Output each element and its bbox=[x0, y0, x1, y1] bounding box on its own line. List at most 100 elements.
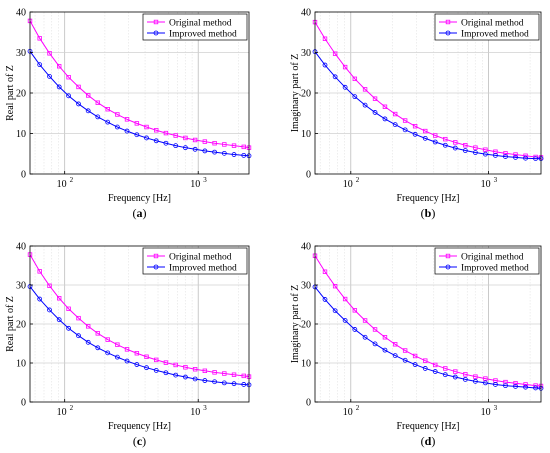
data-point-original bbox=[423, 128, 428, 134]
x-axis-label: Frequency [Hz] bbox=[396, 193, 459, 204]
data-point-improved bbox=[412, 131, 418, 137]
data-point-improved bbox=[153, 368, 159, 373]
data-point-original bbox=[332, 51, 338, 56]
data-point-improved bbox=[483, 380, 488, 386]
data-point-improved bbox=[342, 318, 348, 323]
data-point-improved bbox=[124, 128, 130, 134]
data-point-improved bbox=[85, 108, 91, 114]
data-point-improved bbox=[533, 156, 539, 162]
series-line-improved bbox=[29, 50, 250, 157]
x-axis-label: Frequency [Hz] bbox=[108, 193, 171, 204]
series-line-original bbox=[314, 255, 542, 387]
data-point-original bbox=[423, 358, 428, 363]
data-point-original bbox=[503, 151, 508, 156]
legend-swatch-marker bbox=[445, 19, 451, 25]
y-tick-label: 30 bbox=[301, 48, 311, 59]
y-tick-label: 10 bbox=[301, 129, 311, 140]
data-point-improved bbox=[342, 84, 348, 90]
data-point-original bbox=[352, 76, 358, 82]
data-point-original bbox=[483, 147, 488, 152]
data-point-original bbox=[115, 112, 120, 117]
data-point-original bbox=[392, 342, 398, 347]
legend-box bbox=[142, 247, 248, 275]
data-point-original bbox=[76, 315, 81, 321]
data-point-improved bbox=[37, 62, 43, 68]
data-point-improved bbox=[202, 148, 208, 154]
data-point-improved bbox=[523, 384, 528, 390]
data-point-improved bbox=[105, 350, 111, 356]
data-point-improved bbox=[153, 138, 159, 144]
data-point-improved bbox=[432, 369, 438, 374]
data-point-improved bbox=[124, 358, 130, 364]
data-point-improved bbox=[85, 339, 91, 345]
data-point-original bbox=[362, 318, 368, 323]
data-point-original bbox=[85, 93, 91, 98]
data-point-original bbox=[105, 337, 110, 342]
data-point-original bbox=[134, 121, 140, 126]
data-point-improved bbox=[402, 357, 408, 363]
x-axis-label: Frequency [Hz] bbox=[396, 421, 459, 432]
data-point-improved bbox=[105, 119, 111, 125]
data-point-improved bbox=[392, 122, 398, 127]
y-axis-label: Imaginary part of Z bbox=[290, 54, 301, 133]
x-tick-exponent: 2 bbox=[70, 404, 74, 412]
x-tick-label: 10 bbox=[57, 407, 67, 418]
x-tick-label: 10 bbox=[57, 179, 67, 190]
data-point-improved bbox=[114, 124, 120, 130]
data-point-improved bbox=[503, 154, 508, 159]
data-point-original bbox=[513, 381, 518, 386]
data-point-improved bbox=[241, 152, 247, 158]
data-point-improved bbox=[183, 374, 188, 380]
data-point-improved bbox=[202, 378, 208, 383]
x-tick-label: 10 bbox=[343, 407, 353, 418]
data-point-original bbox=[202, 368, 208, 373]
y-tick-label: 40 bbox=[16, 242, 26, 253]
data-point-improved bbox=[422, 135, 428, 141]
data-point-improved bbox=[231, 152, 237, 157]
data-point-original bbox=[202, 139, 208, 144]
data-point-improved bbox=[332, 308, 338, 314]
data-point-original bbox=[173, 362, 178, 368]
data-point-original bbox=[412, 353, 418, 359]
data-point-original bbox=[115, 342, 120, 347]
data-point-original bbox=[473, 374, 478, 379]
data-point-original bbox=[433, 133, 438, 138]
legend-swatch-marker bbox=[445, 253, 451, 259]
legend-swatch-marker bbox=[153, 253, 159, 259]
y-axis-label: Real part of Z bbox=[5, 296, 16, 352]
data-point-improved bbox=[212, 379, 217, 385]
y-tick-label: 0 bbox=[306, 170, 311, 181]
y-tick-label: 10 bbox=[301, 359, 311, 370]
data-point-improved bbox=[352, 94, 358, 100]
data-point-improved bbox=[66, 93, 71, 99]
data-point-original bbox=[322, 36, 328, 41]
panel-label: (c) bbox=[133, 434, 146, 448]
data-point-improved bbox=[173, 143, 179, 149]
y-tick-label: 0 bbox=[21, 170, 26, 181]
data-point-original bbox=[154, 128, 159, 133]
data-point-original bbox=[124, 347, 130, 352]
data-point-improved bbox=[241, 382, 247, 387]
data-point-improved bbox=[452, 145, 458, 151]
y-tick-label: 20 bbox=[301, 320, 311, 331]
data-point-improved bbox=[432, 139, 438, 145]
y-tick-label: 20 bbox=[16, 320, 26, 331]
data-point-improved bbox=[483, 151, 488, 157]
data-point-original bbox=[154, 357, 159, 363]
data-point-improved bbox=[221, 150, 227, 156]
data-point-original bbox=[332, 283, 338, 289]
data-point-improved bbox=[513, 383, 518, 389]
x-tick-exponent: 3 bbox=[494, 176, 498, 184]
data-point-improved bbox=[221, 380, 227, 386]
data-point-original bbox=[163, 130, 169, 136]
data-point-original bbox=[222, 371, 227, 376]
data-point-original bbox=[144, 124, 149, 130]
data-point-original bbox=[231, 372, 237, 377]
data-point-improved bbox=[472, 150, 478, 155]
data-point-original bbox=[66, 75, 71, 80]
data-point-improved bbox=[523, 155, 528, 161]
data-point-improved bbox=[513, 154, 518, 160]
data-point-original bbox=[342, 296, 348, 302]
data-point-improved bbox=[362, 334, 368, 340]
